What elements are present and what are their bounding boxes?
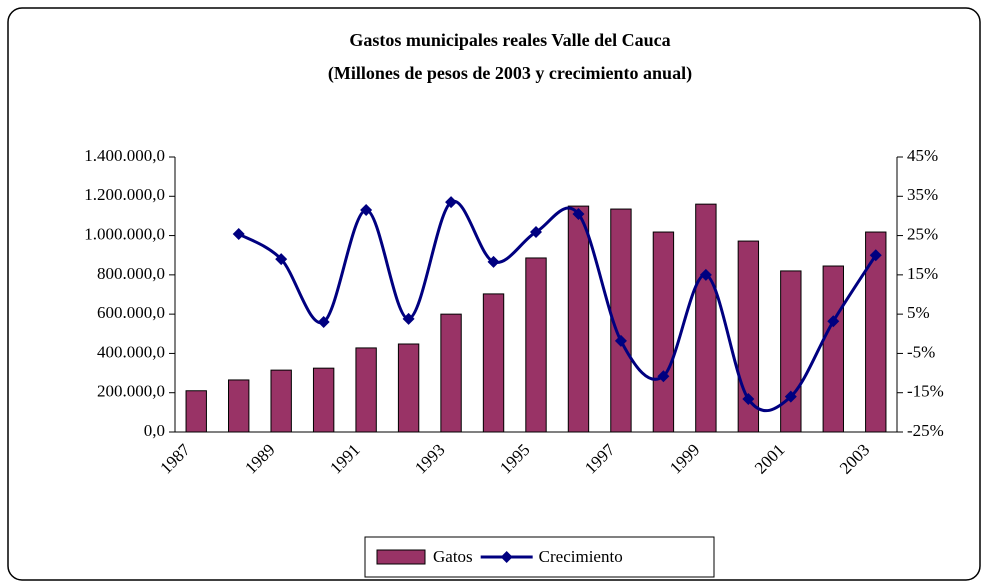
y-tick-label: 200.000,0: [97, 382, 165, 401]
chart-subtitle: (Millones de pesos de 2003 y crecimiento…: [328, 63, 692, 84]
bar: [865, 231, 887, 433]
bar: [525, 257, 547, 433]
legend-label: Crecimiento: [539, 547, 623, 566]
marker: [827, 315, 840, 328]
bar: [397, 343, 420, 433]
marker: [699, 268, 712, 281]
y2-tick-label: 15%: [907, 264, 938, 283]
y2-tick-label: -5%: [907, 342, 935, 361]
bar: [185, 390, 207, 433]
bar: [567, 205, 590, 433]
bar: [228, 379, 250, 433]
bar: [355, 347, 377, 433]
y-tick-label: 800.000,0: [97, 264, 165, 283]
chart-title: Gastos municipales reales Valle del Cauc…: [349, 30, 670, 50]
bar: [270, 369, 292, 433]
bar: [695, 203, 717, 433]
marker: [572, 207, 585, 220]
marker: [530, 226, 542, 239]
marker: [784, 390, 797, 403]
marker: [232, 228, 245, 240]
y2-tick-label: -25%: [907, 421, 944, 440]
marker: [445, 196, 458, 209]
bar: [780, 270, 802, 433]
marker: [869, 249, 882, 262]
bar: [652, 231, 675, 433]
y2-tick-label: 25%: [907, 224, 938, 243]
y2-tick-label: 5%: [907, 303, 930, 322]
y-tick-label: 1.000.000,0: [84, 224, 165, 243]
bar: [312, 367, 335, 433]
bar: [610, 208, 632, 433]
bar: [482, 293, 505, 433]
y2-tick-label: -15%: [907, 382, 944, 401]
legend-marker: [500, 551, 513, 563]
line: [237, 199, 878, 413]
marker: [742, 393, 755, 405]
bar: [440, 313, 462, 433]
y-tick-label: 600.000,0: [97, 303, 165, 322]
marker: [614, 334, 627, 347]
legend-swatch: [376, 549, 426, 565]
legend-label: Gatos: [433, 547, 473, 566]
marker: [402, 312, 415, 325]
y2-tick-label: 35%: [907, 185, 938, 204]
marker: [657, 370, 670, 383]
y-tick-label: 1.400.000,0: [84, 146, 165, 165]
marker: [360, 204, 373, 217]
bar: [822, 265, 844, 433]
marker: [487, 255, 500, 268]
marker: [317, 316, 330, 328]
y-tick-label: 0,0: [144, 421, 165, 440]
marker: [275, 253, 288, 266]
y-tick-label: 400.000,0: [97, 342, 165, 361]
y-tick-label: 1.200.000,0: [84, 185, 165, 204]
y2-tick-label: 45%: [907, 146, 938, 165]
